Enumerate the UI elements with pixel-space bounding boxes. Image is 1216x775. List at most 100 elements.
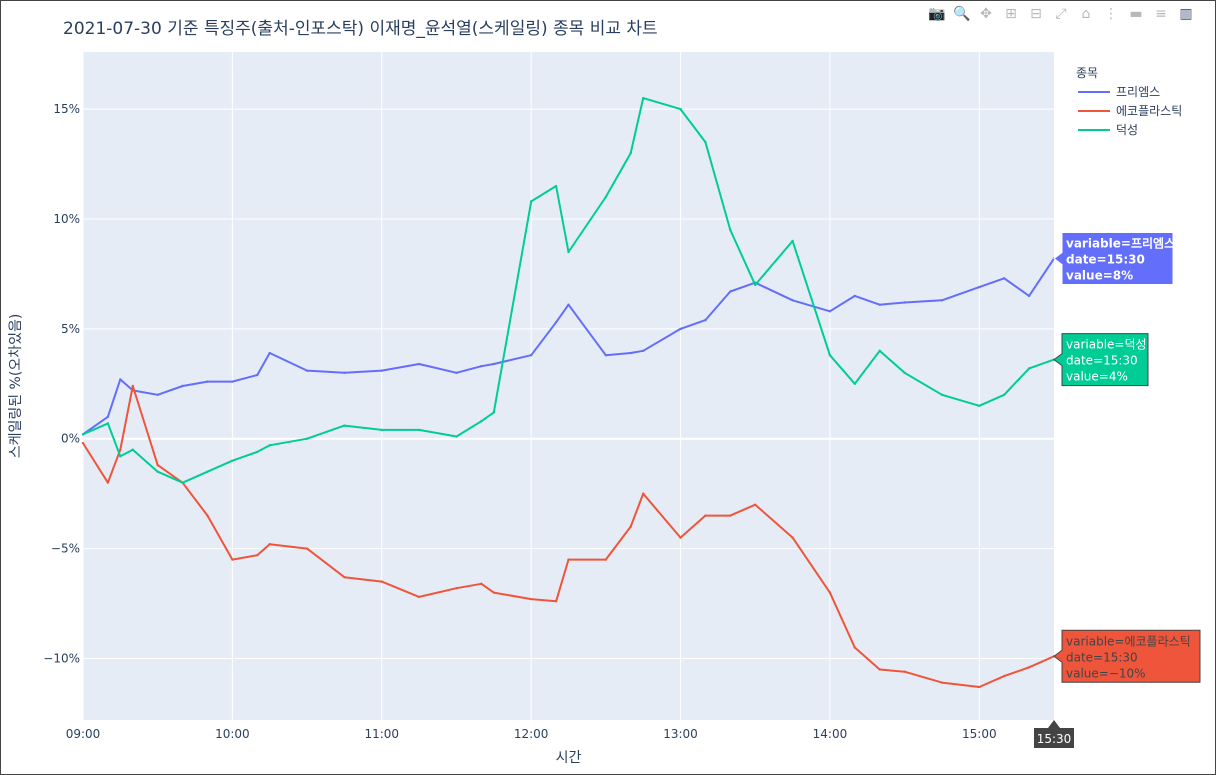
data-point	[106, 481, 110, 484]
data-point	[878, 668, 881, 671]
data-point	[81, 433, 85, 436]
data-point	[940, 393, 944, 396]
data-point	[641, 492, 645, 495]
plot-area	[83, 52, 1054, 720]
data-point	[305, 437, 309, 440]
data-point	[156, 470, 159, 473]
data-point	[791, 239, 794, 243]
data-point	[641, 349, 645, 353]
data-point	[754, 503, 757, 506]
data-point	[704, 318, 707, 322]
x-tick-label: 09:00	[66, 727, 101, 741]
data-point	[704, 514, 707, 517]
data-point	[156, 393, 159, 396]
zoom-out-icon[interactable]: ⊟	[1030, 6, 1042, 22]
data-point	[181, 384, 184, 388]
data-point	[417, 595, 421, 599]
data-point	[828, 354, 832, 357]
data-point	[231, 380, 234, 383]
plotly-logo-icon[interactable]: ▥	[1179, 6, 1193, 22]
hover-text: value=8%	[1066, 269, 1133, 283]
data-point	[492, 591, 496, 594]
data-point	[940, 299, 944, 302]
data-point	[1003, 674, 1006, 678]
data-point	[729, 228, 732, 232]
data-point	[978, 685, 981, 689]
data-point	[604, 558, 608, 561]
data-point	[679, 327, 682, 331]
data-point	[1003, 393, 1006, 396]
data-point	[554, 600, 558, 603]
data-point	[305, 369, 309, 372]
x-hover-text: 15:30	[1037, 732, 1072, 746]
data-point	[604, 195, 608, 199]
data-point	[268, 351, 271, 355]
data-point	[343, 424, 346, 427]
data-point	[206, 514, 209, 517]
x-axis-title: 시간	[556, 750, 582, 766]
data-point	[417, 428, 421, 432]
home-icon[interactable]: ⌂	[1081, 6, 1091, 22]
data-point	[604, 354, 608, 357]
data-point	[131, 384, 134, 388]
camera-icon[interactable]: 📷	[928, 6, 946, 22]
y-axis-title: 스케일링된 %(오차있음)	[8, 314, 24, 459]
data-point	[629, 525, 632, 528]
data-point	[791, 536, 794, 539]
y-tick-label: −5%	[51, 542, 80, 556]
legend-item-label: 덕성	[1116, 123, 1138, 137]
data-point	[119, 455, 122, 458]
data-point	[256, 553, 259, 557]
x-tick-label: 13:00	[663, 727, 698, 741]
zoom-icon[interactable]: 🔍	[953, 6, 971, 22]
data-point	[106, 422, 110, 425]
data-point	[529, 354, 533, 357]
data-point	[343, 575, 346, 579]
data-point	[1027, 666, 1031, 669]
data-point	[305, 547, 309, 550]
x-hover-label: 15:30	[1034, 720, 1074, 748]
data-point	[480, 582, 483, 585]
zoom-in-icon[interactable]: ⊞	[1005, 6, 1017, 22]
data-point	[791, 299, 794, 302]
data-point	[878, 349, 881, 353]
hover-box	[1053, 232, 1174, 286]
x-hover-box	[1034, 720, 1074, 748]
data-point	[679, 107, 682, 111]
data-point	[1027, 294, 1031, 298]
data-point	[156, 463, 159, 467]
y-tick-label: 5%	[61, 322, 80, 336]
data-point	[492, 411, 496, 414]
data-point	[903, 670, 906, 673]
hover-closest-icon[interactable]: ▬	[1129, 6, 1143, 22]
data-point	[641, 96, 645, 100]
data-point	[417, 362, 421, 366]
data-point	[480, 419, 483, 423]
data-point	[256, 450, 259, 454]
data-point	[380, 580, 383, 583]
data-point	[940, 681, 944, 684]
hover-text: date=15:30	[1066, 253, 1145, 267]
data-point	[343, 371, 346, 375]
data-point	[268, 543, 271, 546]
data-point	[256, 373, 259, 377]
data-point	[878, 303, 881, 306]
data-point	[231, 558, 234, 561]
data-point	[853, 294, 857, 298]
x-tick-label: 14:00	[813, 727, 848, 741]
modebar: 📷 🔍 ✥ ⊞ ⊟ ⤢ ⌂ ⋮ ▬ ≡ ▥	[928, 6, 1194, 22]
hover-compare-icon[interactable]: ≡	[1155, 6, 1167, 22]
pan-icon[interactable]: ✥	[980, 6, 992, 22]
data-point	[629, 351, 632, 355]
y-tick-label: 10%	[53, 212, 80, 226]
data-point	[455, 586, 458, 590]
data-point	[679, 536, 682, 539]
data-point	[1003, 277, 1006, 280]
hover-text: date=15:30	[1066, 650, 1138, 664]
hover-text: variable=덕성	[1066, 338, 1147, 352]
data-point	[81, 441, 85, 445]
autoscale-icon[interactable]: ⤢	[1055, 6, 1067, 22]
data-point	[853, 646, 857, 649]
spike-lines-icon[interactable]: ⋮	[1104, 6, 1118, 22]
